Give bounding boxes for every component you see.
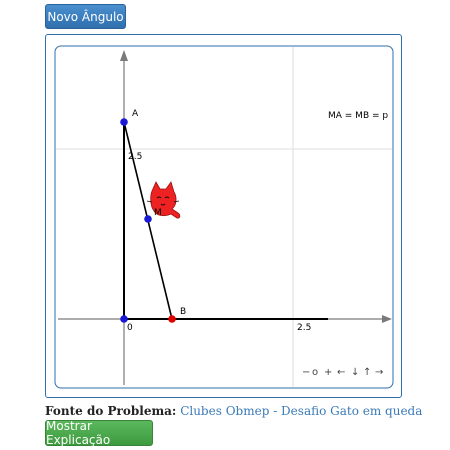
nav-controls: − o + ← ↓ ↑ → xyxy=(302,367,383,378)
x-axis-arrow xyxy=(382,315,392,323)
pan-right-button[interactable]: → xyxy=(375,367,383,378)
zoom-in-button[interactable]: + xyxy=(324,367,332,378)
point-a[interactable] xyxy=(120,118,128,126)
point-b[interactable] xyxy=(168,315,176,323)
show-explanation-button[interactable]: Mostrar Explicação xyxy=(45,419,153,447)
geometry-panel: 0 2.5 2.5 A B M MA = MB = p − o + ← xyxy=(45,34,402,398)
origin-label: 0 xyxy=(127,323,133,333)
point-a-label: A xyxy=(132,109,139,119)
pan-left-button[interactable]: ← xyxy=(337,367,345,378)
y-axis-arrow xyxy=(120,50,128,61)
source-label: Fonte do Problema: xyxy=(45,404,177,418)
point-m-label: M xyxy=(154,208,162,218)
zoom-reset-button[interactable]: o xyxy=(312,367,318,378)
cat-icon xyxy=(146,181,181,219)
point-o[interactable] xyxy=(120,315,128,323)
zoom-out-button[interactable]: − xyxy=(302,367,310,378)
equation-text: MA = MB = p xyxy=(328,111,388,121)
canvas-frame xyxy=(54,45,394,389)
point-b-label: B xyxy=(180,307,186,317)
y-tick-label: 2.5 xyxy=(128,152,142,162)
problem-source: Fonte do Problema: Clubes Obmep - Desafi… xyxy=(45,404,422,418)
point-m[interactable] xyxy=(144,215,152,223)
new-angle-button[interactable]: Novo Ângulo xyxy=(45,4,126,29)
geometry-canvas[interactable]: 0 2.5 2.5 A B M MA = MB = p − o + ← xyxy=(46,35,403,399)
x-tick-label: 2.5 xyxy=(297,323,311,333)
pan-down-button[interactable]: ↓ xyxy=(351,367,359,378)
source-link[interactable]: Clubes Obmep - Desafio Gato em queda xyxy=(180,404,423,418)
pan-up-button[interactable]: ↑ xyxy=(363,367,371,378)
